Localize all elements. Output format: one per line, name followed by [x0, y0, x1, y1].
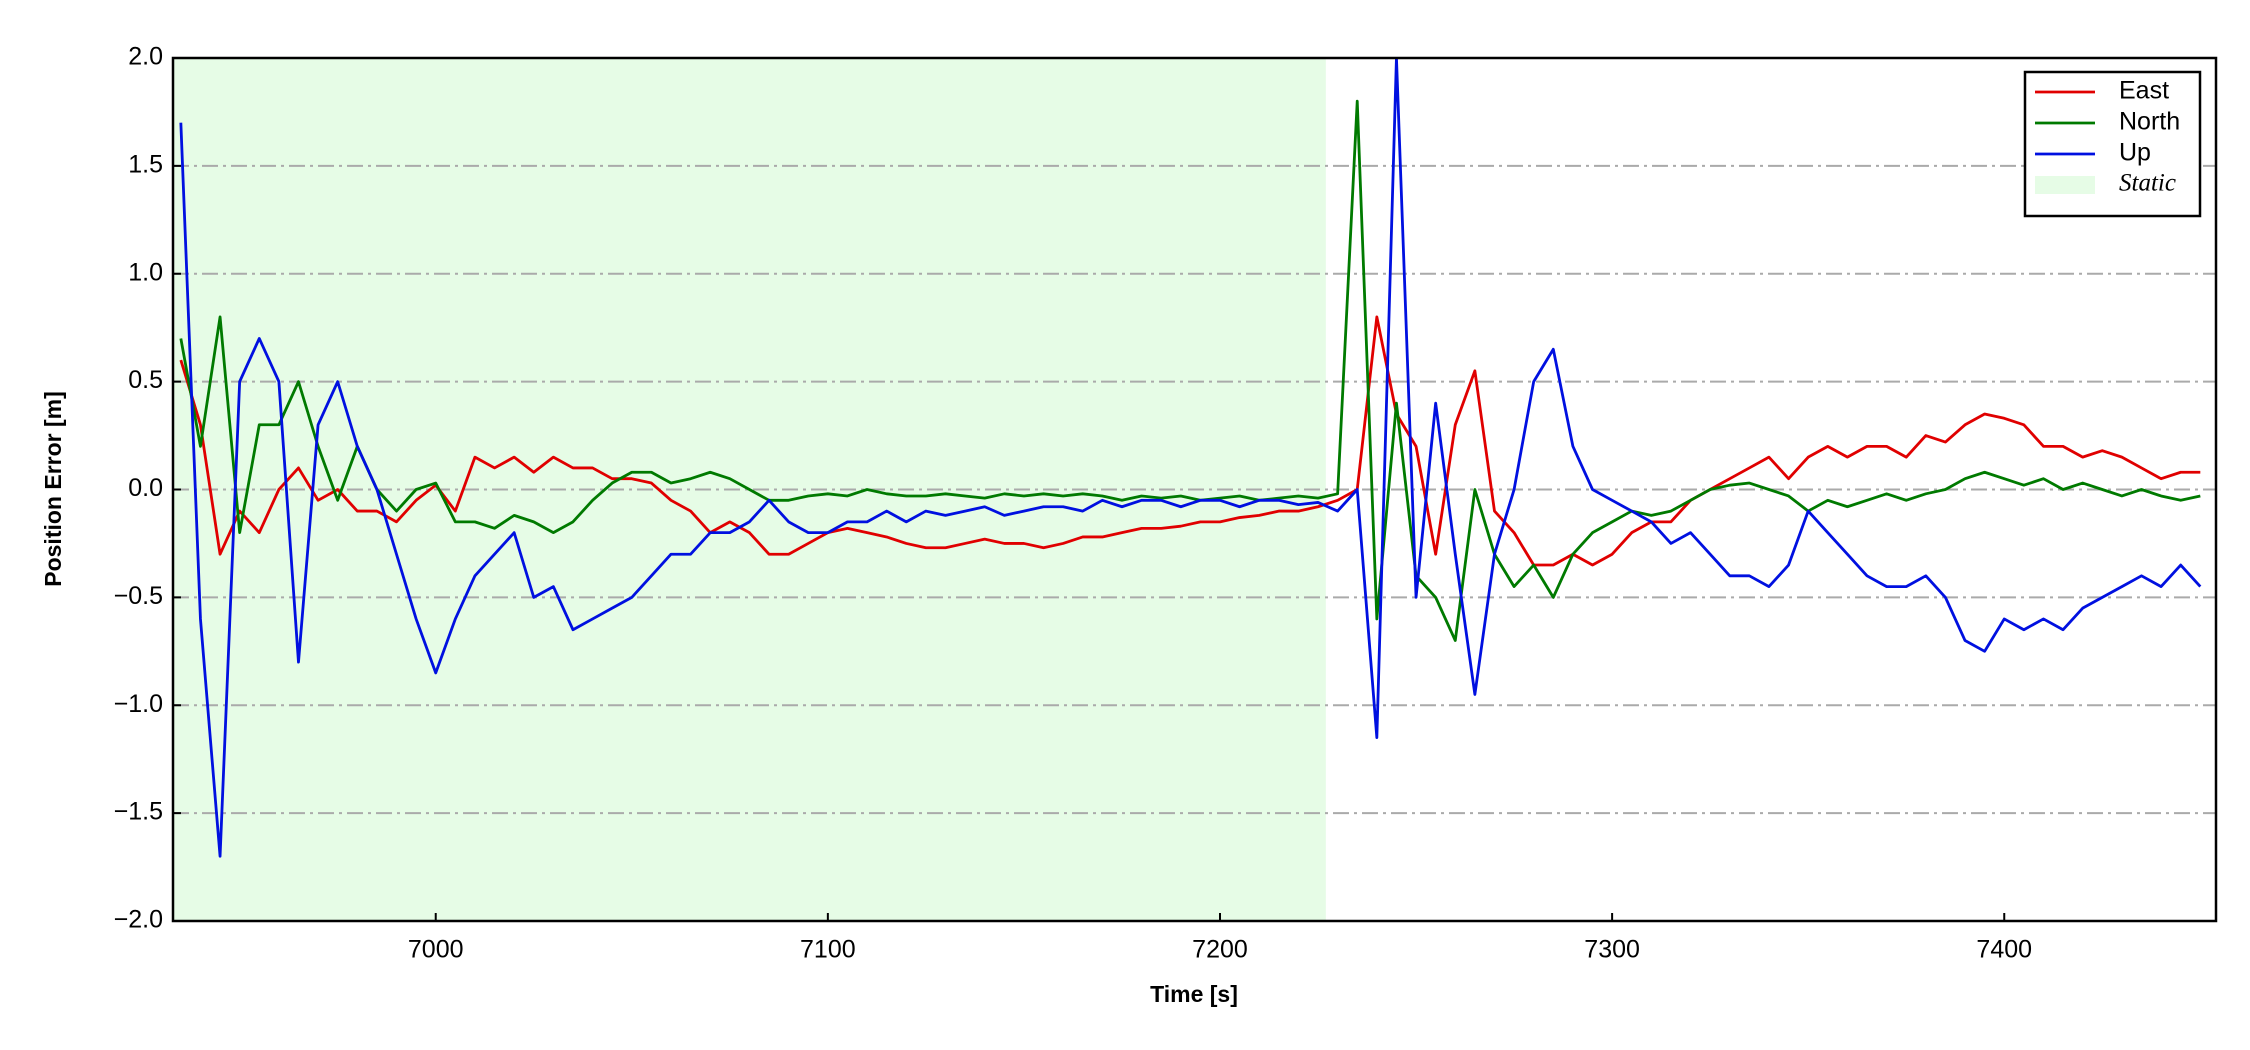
series-line [179, 58, 2202, 858]
x-tick-label: 7000 [408, 936, 464, 964]
y-tick-label: −1.5 [114, 798, 163, 826]
legend: East North Up Static [2023, 70, 2202, 218]
x-axis-title: Time [s] [1150, 981, 1238, 1007]
legend-label: Static [2119, 170, 2176, 197]
ticks: −2.0 −1.5 −1.0 −0.5 0.0 0.5 1.0 1.5 2.0 7000 7100 7… [114, 43, 2032, 964]
y-tick-label: 2.0 [128, 43, 163, 71]
y-tick-label: 0.5 [128, 366, 163, 394]
legend-label: North [2119, 108, 2180, 136]
y-tick-label: 1.5 [128, 150, 163, 178]
legend-label: Up [2119, 139, 2151, 167]
series-line [179, 99, 2201, 642]
lines [179, 58, 2202, 858]
y-tick-label: −1.0 [114, 690, 163, 718]
y-tick-label: 1.0 [128, 258, 163, 286]
x-tick-label: 7200 [1192, 936, 1248, 964]
y-tick-label: 0.0 [128, 474, 163, 502]
series-line [179, 315, 2201, 567]
x-tick-label: 7100 [800, 936, 856, 964]
y-tick-label: −0.5 [114, 582, 163, 610]
x-tick-label: 7300 [1584, 936, 1640, 964]
y-tick-label: −2.0 [114, 906, 163, 934]
x-tick-label: 7400 [1976, 936, 2032, 964]
y-axis-title: Position Error [m] [40, 391, 66, 587]
legend-swatch [2035, 176, 2095, 194]
legend-label: East [2119, 77, 2169, 105]
